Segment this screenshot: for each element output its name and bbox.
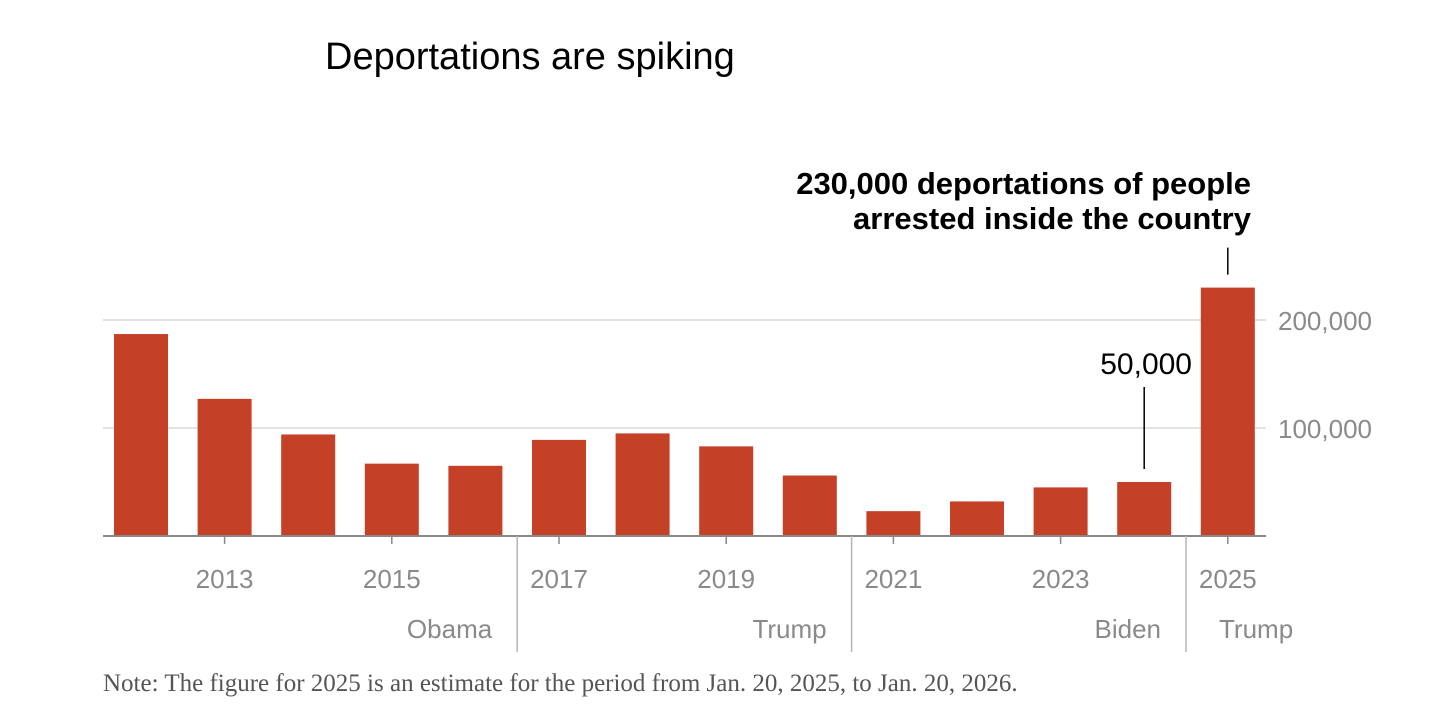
bar-2012 (114, 334, 168, 536)
bar-2015 (364, 463, 419, 536)
bar-2019 (699, 446, 754, 536)
x-tick-label: 2025 (1199, 564, 1257, 594)
bars (114, 287, 1255, 536)
annotation-2025-line: arrested inside the country (853, 201, 1252, 236)
bar-2017 (532, 439, 586, 536)
bar-2021 (866, 511, 921, 536)
bar-2022 (950, 501, 1004, 536)
x-tick-label: 2013 (196, 564, 254, 594)
annotation-2025-line: 230,000 deportations of people (796, 166, 1251, 201)
x-tick-label: 2017 (530, 564, 588, 594)
x-tick-label: 2021 (864, 564, 922, 594)
era-label: Trump (1219, 614, 1293, 644)
era-labels: Obama Trump Biden Trump (407, 536, 1293, 652)
bar-2014 (281, 434, 336, 536)
gridlines (103, 319, 1266, 429)
x-tick-label: 2019 (697, 564, 755, 594)
y-axis-ticks: 100,000 200,000 (1278, 306, 1372, 444)
bar-2025 (1200, 287, 1255, 536)
x-axis-ticks: 2013 2015 2017 2019 2021 2023 2025 (196, 536, 1257, 594)
era-label: Obama (407, 614, 493, 644)
bar-2013 (197, 398, 252, 536)
annotation-2024-label: 50,000 (1100, 348, 1192, 381)
bar-2020 (782, 475, 837, 536)
x-tick-label: 2015 (363, 564, 421, 594)
era-label: Trump (752, 614, 826, 644)
y-tick-label: 100,000 (1278, 414, 1372, 444)
bar-2018 (615, 433, 670, 536)
bar-2016 (448, 465, 503, 536)
x-tick-label: 2023 (1032, 564, 1090, 594)
chart-note: Note: The figure for 2025 is an estimate… (103, 670, 1018, 697)
y-tick-label: 200,000 (1278, 306, 1372, 336)
era-label: Biden (1095, 614, 1162, 644)
bar-2024 (1117, 482, 1172, 536)
bar-2023 (1033, 487, 1088, 536)
chart-title: Deportations are spiking (325, 36, 735, 78)
